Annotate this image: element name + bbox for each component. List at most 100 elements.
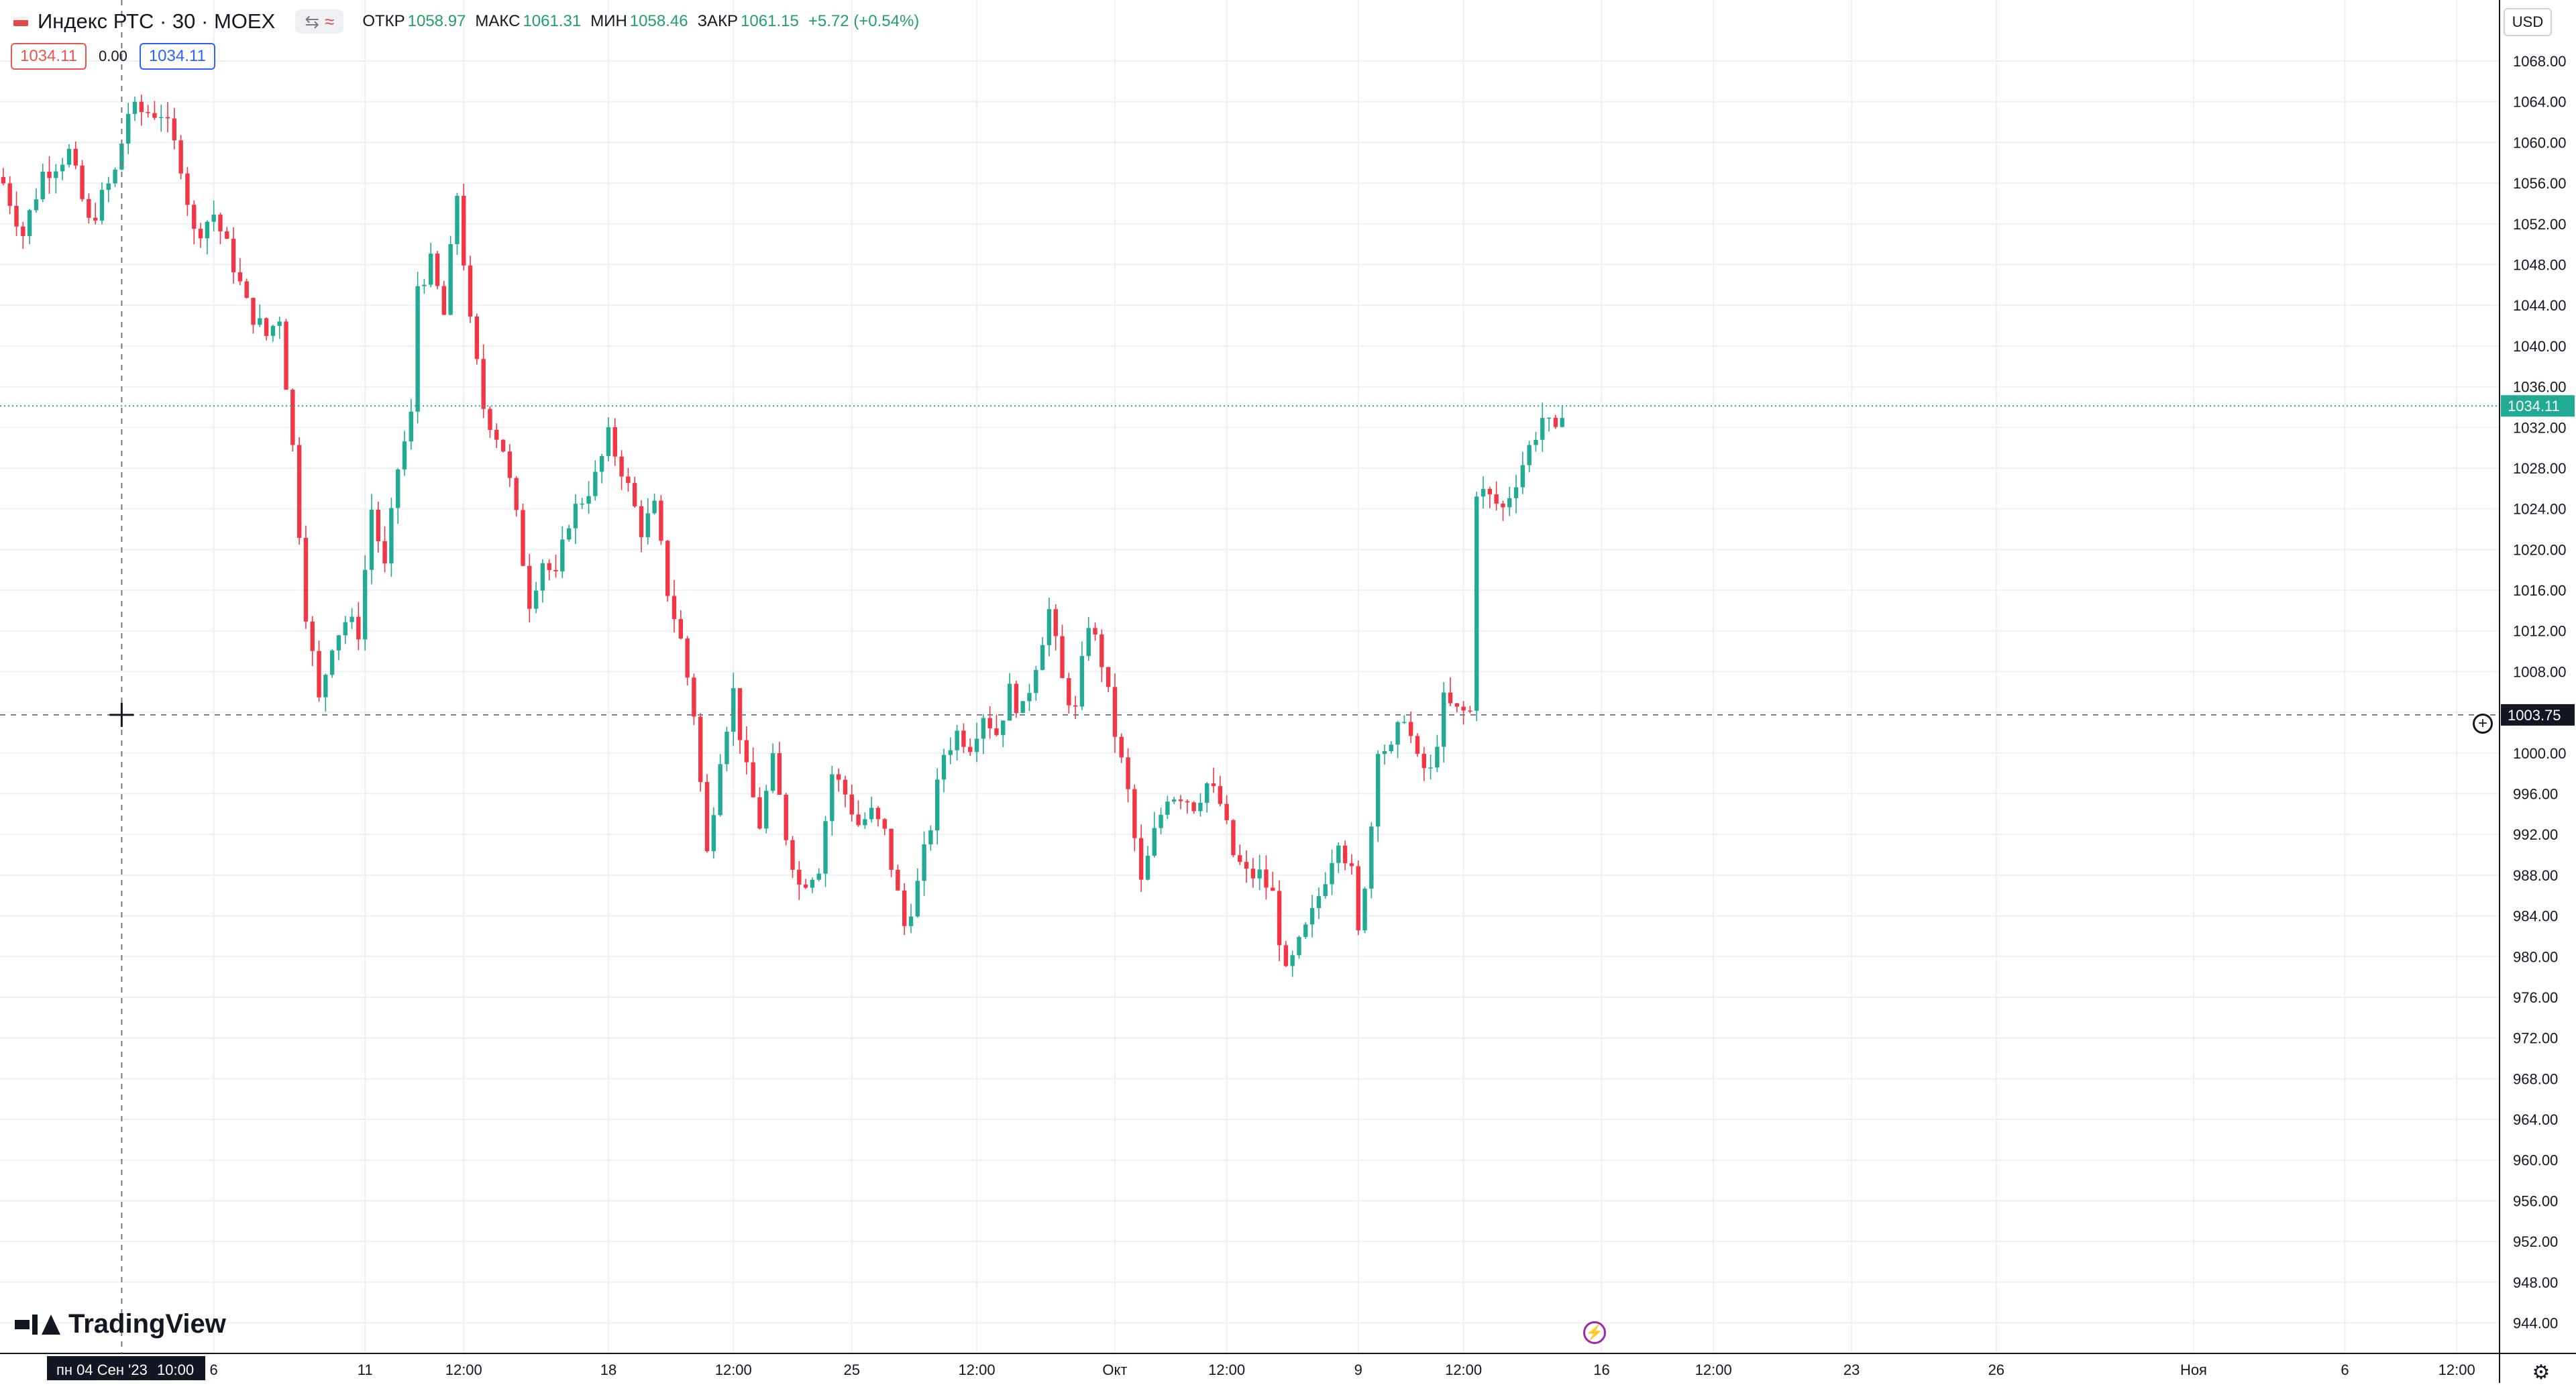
candle-body (54, 171, 58, 178)
candle-body (731, 688, 736, 732)
price-tick-label: 992.00 (2513, 826, 2558, 843)
time-tick-label: 9 (1354, 1361, 1362, 1378)
buy-price-button[interactable]: 1034.11 (139, 43, 215, 70)
symbol-title[interactable]: Индекс РТС · 30 · MOEX (38, 9, 276, 33)
candle-body (935, 779, 940, 831)
low-label: МИН (590, 12, 627, 30)
add-price-icon[interactable]: + (2473, 714, 2493, 734)
price-tick-label: 1028.00 (2513, 460, 2567, 477)
candle-body (941, 755, 947, 780)
candle-body (1487, 488, 1493, 495)
candle-body (1046, 609, 1052, 645)
candle-body (1560, 418, 1564, 427)
candle-body (1159, 814, 1163, 828)
candle-body (1527, 445, 1532, 465)
symbol-legend[interactable]: Индекс РТС · 30 · MOEX ⇆ ≈ ОТКР 1058.97 … (13, 7, 928, 36)
price-axis[interactable]: 944.00 948.00 952.00 956.00 960.00 964.00 968.… (2499, 0, 2567, 1383)
currency-button[interactable]: USD (2504, 8, 2552, 36)
candle-body (521, 510, 525, 566)
candle-body (1198, 803, 1203, 812)
candle-body (665, 541, 670, 596)
time-axis[interactable]: 6 11 12:00 18 12:00 25 12:00 Окт 12:00 9 12:00 16 12… (0, 1353, 2576, 1378)
legend-toggles[interactable]: ⇆ ≈ (295, 9, 344, 34)
candle-body (1264, 869, 1269, 888)
candle-body (533, 590, 539, 609)
time-tick-label: 26 (1988, 1361, 2004, 1378)
candle-body (790, 840, 795, 870)
candle-body (1297, 937, 1301, 956)
candle-body (60, 164, 65, 172)
candle-body (1132, 789, 1137, 838)
candle-body (343, 622, 347, 636)
candle-body (488, 408, 492, 430)
candle-body (1309, 908, 1315, 925)
time-tick-label: 6 (210, 1361, 218, 1378)
candle-body (770, 752, 775, 791)
candle-body (14, 205, 19, 227)
price-tick-label: 968.00 (2513, 1070, 2558, 1087)
price-tick-label: 1040.00 (2513, 338, 2567, 355)
candle-body (987, 718, 992, 728)
candle-body (244, 281, 249, 298)
candle-body (270, 325, 276, 336)
candle-body (1060, 636, 1065, 679)
time-tick-label: 6 (2341, 1361, 2349, 1378)
candle-body (1250, 869, 1256, 879)
candle-body (205, 221, 210, 239)
wave-icon[interactable]: ≈ (325, 11, 335, 32)
candle-body (139, 101, 144, 113)
candle-body (409, 411, 414, 442)
candle-body (99, 190, 105, 221)
candle-body (172, 118, 177, 141)
candle-body (277, 321, 282, 326)
candle-body (1507, 498, 1512, 508)
tradingview-logo[interactable]: TradingView (15, 1309, 226, 1339)
eye-icon[interactable]: ⇆ (305, 11, 320, 32)
candle-body (961, 730, 966, 747)
price-tick-label: 980.00 (2513, 948, 2558, 965)
candle-body (1244, 862, 1249, 869)
candle-body (803, 884, 808, 888)
candle-body (882, 819, 887, 829)
lightning-icon[interactable]: ⚡ (1583, 1321, 1606, 1344)
trade-price-boxes[interactable]: 1034.11 0.00 1034.11 (11, 43, 215, 70)
candle-body (422, 284, 427, 286)
candle-body (1205, 783, 1210, 803)
candle-body (1303, 924, 1308, 938)
candle-body (310, 621, 315, 651)
candle-body (297, 445, 302, 539)
candle-body (974, 738, 979, 752)
candle-body (816, 873, 821, 880)
candle-body (152, 113, 157, 118)
candle-body (198, 229, 203, 239)
candle-body (823, 821, 828, 874)
candle-body (1231, 820, 1236, 856)
candles (1, 95, 1564, 977)
candle-body (981, 718, 986, 739)
logo-text: TradingView (68, 1309, 226, 1339)
gear-icon[interactable]: ⚙ (2532, 1361, 2551, 1384)
candle-body (1007, 683, 1012, 721)
candle-body (1224, 803, 1229, 820)
candle-body (73, 148, 78, 166)
price-tick-label: 1064.00 (2513, 94, 2567, 111)
candle-body (1474, 496, 1479, 711)
sell-price-button[interactable]: 1034.11 (11, 43, 87, 70)
candle-body (1336, 845, 1341, 863)
candle-body (429, 254, 433, 285)
open-label: ОТКР (362, 12, 405, 30)
grid (0, 0, 2500, 1353)
price-tick-label: 1052.00 (2513, 216, 2567, 233)
tradingview-logo-icon (15, 1314, 60, 1335)
candle-body (744, 740, 749, 763)
change-value: +5.72 (+0.54%) (808, 12, 920, 30)
candle-body (652, 500, 657, 514)
candle-body (1290, 955, 1295, 966)
candle-body (462, 195, 466, 266)
candle-body (1191, 802, 1196, 812)
candle-body (1316, 896, 1322, 909)
candle-body (948, 750, 953, 755)
price-tick-label: 1032.00 (2513, 419, 2567, 436)
candle-body (849, 794, 854, 815)
